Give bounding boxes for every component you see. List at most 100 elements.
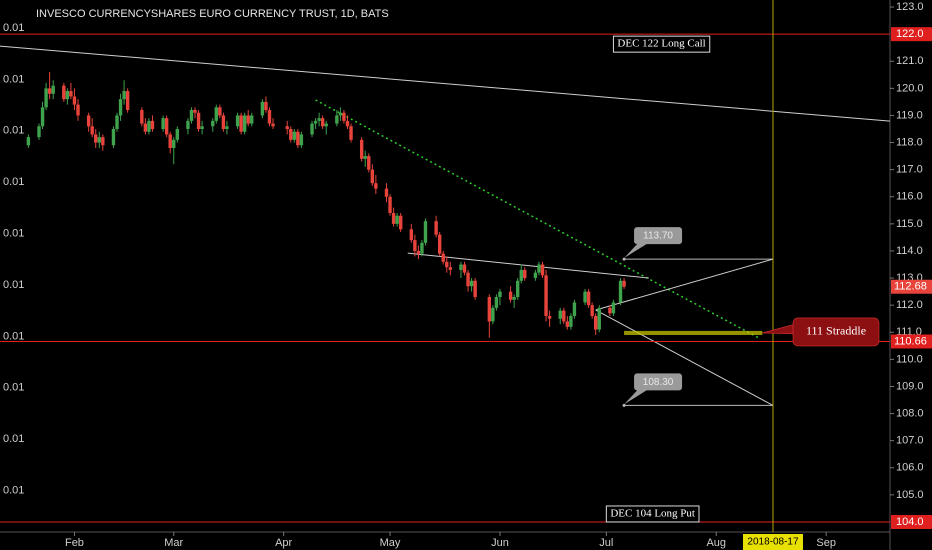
y-tick-label: 123.0 [896,1,924,13]
candle-body [537,264,541,273]
candle-body [540,264,545,276]
candle-body [416,250,421,254]
candle-body [164,118,169,135]
left-axis-label: 0.01 [3,125,24,137]
candle-body [65,91,70,100]
candle-body [264,101,268,111]
candle-body [515,280,520,298]
candle-body [374,183,378,189]
candle-body [498,291,502,298]
candle-body [487,297,492,322]
y-tick-label: 107.0 [896,435,924,447]
candle-body [345,120,350,127]
last-price-label: 112.68 [894,281,927,293]
y-tick-label: 108.0 [896,407,924,419]
candle-body [168,134,172,148]
y-tick-label: 114.0 [896,245,923,257]
candle-body [519,269,523,281]
last-price-box [891,279,932,294]
straddle-box [792,317,880,347]
straddle-label: 111 Straddle [806,324,866,338]
candle-body [51,85,55,94]
x-tick-label: Jun [491,537,509,549]
candle-body [544,275,548,317]
candle-body [608,307,612,314]
candle-body [246,115,250,124]
x-tick-label: May [380,537,401,549]
candle-body [349,126,353,140]
candle-body [285,126,289,130]
candle-body [90,126,94,135]
candle-body [597,307,601,330]
x-tick-label: Feb [65,537,84,549]
note-box [612,35,711,53]
y-tick-label: 120.0 [896,82,924,94]
candle-body [335,115,339,124]
callout-pointer [624,389,649,405]
chart-title: INVESCO CURRENCYSHARES EURO CURRENCY TRU… [36,8,389,20]
candle-body [367,156,371,170]
candle-body [292,131,297,140]
candle-body [69,91,73,97]
trend-line [595,258,774,311]
candle-body [235,115,240,127]
candle-body [118,99,123,116]
candle-body [466,272,470,287]
candle-body [622,280,626,287]
candle-body [448,267,453,270]
date-box [742,534,803,550]
candle-body [445,261,449,268]
candle-body [271,123,275,127]
candle-body [111,129,116,146]
candle-body [175,129,179,140]
left-axis-label: 0.01 [3,330,24,342]
left-axis-label: 0.01 [3,22,24,34]
note-label: DEC 104 Long Put [610,508,695,520]
candle-body [547,316,552,319]
y-tick-label: 110.0 [896,353,923,365]
candle-body [420,242,424,254]
left-axis-label: 0.01 [3,433,24,445]
x-tick-label: Apr [275,537,292,549]
left-axis-label: 0.01 [3,176,24,188]
candle-body [147,120,151,132]
candle-body [143,123,148,132]
candle-body [115,115,119,130]
candle-body [86,115,91,127]
anchor-dot [622,403,626,407]
left-axis-label: 0.01 [3,279,24,291]
candle-body [508,291,513,300]
straddle-band [624,330,763,335]
axis-price-label: 122.0 [896,28,924,40]
y-tick-label: 112.0 [896,299,923,311]
candle-body [161,118,165,130]
date-label: 2018-08-17 [747,537,799,548]
x-tick-label: Aug [706,537,726,549]
y-tick-label: 121.0 [896,55,924,67]
candle-body [260,101,265,116]
candle-body [62,85,66,100]
callout-pointer [624,243,649,259]
axis-price-box [891,514,932,529]
note-box [605,505,700,523]
left-axis-label: 0.01 [3,228,24,240]
trend-line [315,99,760,339]
candle-body [200,126,204,130]
candle-body [211,120,215,127]
x-tick-label: Mar [164,537,183,549]
trend-line [0,45,891,122]
candle-body [186,120,190,130]
candle-body [494,297,499,308]
y-tick-label: 116.0 [896,191,923,203]
candle-body [44,88,48,108]
candle-body [388,196,392,214]
candle-body [299,134,304,146]
candle-body [94,134,98,143]
candle-body [193,110,197,113]
axis-price-label: 104.0 [896,516,924,528]
left-axis-label: 0.01 [3,382,24,394]
candle-body [434,221,438,235]
candle-body [221,115,226,130]
